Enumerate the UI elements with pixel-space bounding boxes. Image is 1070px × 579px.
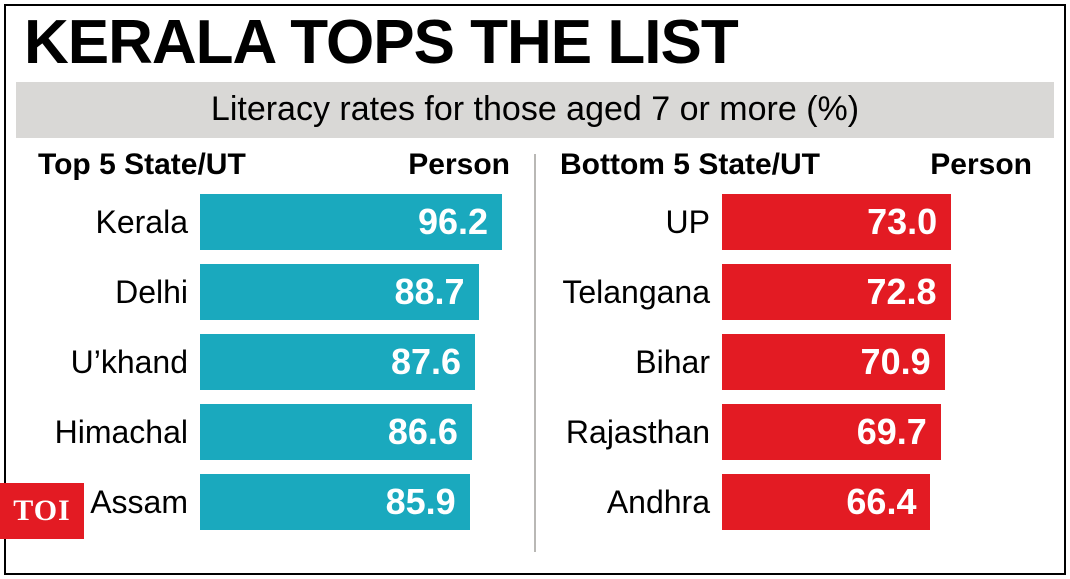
bar-label: Delhi [34,274,200,311]
bar-label: UP [556,204,722,241]
bar-track: 73.0 [722,194,1036,250]
bar-row: Andhra 66.4 [556,474,1036,530]
bar-row: Rajasthan 69.7 [556,404,1036,460]
bar-row: UP 73.0 [556,194,1036,250]
bar-label: Bihar [556,344,722,381]
bar-track: 72.8 [722,264,1036,320]
bar-track: 85.9 [200,474,514,530]
bar-track: 96.2 [200,194,514,250]
chart-frame: KERALA TOPS THE LIST Literacy rates for … [4,4,1066,575]
bar-row: Himachal 86.6 [34,404,514,460]
bar: 86.6 [200,404,472,460]
bar-label: U’khand [34,344,200,381]
toi-badge: TOI [0,483,84,539]
bar: 70.9 [722,334,945,390]
chart-columns: Top 5 State/UT Person Kerala 96.2 Delhi … [6,148,1064,564]
right-header-left: Bottom 5 State/UT [560,148,820,182]
right-column: Bottom 5 State/UT Person UP 73.0 Telanga… [538,148,1054,564]
left-rows: Kerala 96.2 Delhi 88.7 U’khand 87.6 [34,194,514,530]
bar-label: Telangana [556,274,722,311]
bar: 88.7 [200,264,479,320]
bar-track: 88.7 [200,264,514,320]
bar: 66.4 [722,474,930,530]
bar: 69.7 [722,404,941,460]
bar-track: 69.7 [722,404,1036,460]
bar-track: 87.6 [200,334,514,390]
bar: 96.2 [200,194,502,250]
bar-track: 86.6 [200,404,514,460]
bar: 85.9 [200,474,470,530]
chart-title: KERALA TOPS THE LIST [6,6,1064,76]
bar-track: 70.9 [722,334,1036,390]
bar-track: 66.4 [722,474,1036,530]
bar-row: Bihar 70.9 [556,334,1036,390]
bar-row: U’khand 87.6 [34,334,514,390]
chart-subtitle: Literacy rates for those aged 7 or more … [16,82,1054,138]
left-column-headers: Top 5 State/UT Person [34,148,514,194]
bar-row: Delhi 88.7 [34,264,514,320]
bar-label: Kerala [34,204,200,241]
right-column-headers: Bottom 5 State/UT Person [556,148,1036,194]
bar-label: Andhra [556,484,722,521]
bar-row: Kerala 96.2 [34,194,514,250]
bar: 72.8 [722,264,951,320]
column-divider [534,154,536,552]
left-header-left: Top 5 State/UT [38,148,246,182]
bar-label: Rajasthan [556,414,722,451]
bar-row: Telangana 72.8 [556,264,1036,320]
bar-row: Assam 85.9 [34,474,514,530]
bar: 87.6 [200,334,475,390]
left-header-right: Person [408,148,510,182]
right-rows: UP 73.0 Telangana 72.8 Bihar 70.9 [556,194,1036,530]
left-column: Top 5 State/UT Person Kerala 96.2 Delhi … [16,148,532,564]
bar-label: Himachal [34,414,200,451]
right-header-right: Person [930,148,1032,182]
bar: 73.0 [722,194,951,250]
